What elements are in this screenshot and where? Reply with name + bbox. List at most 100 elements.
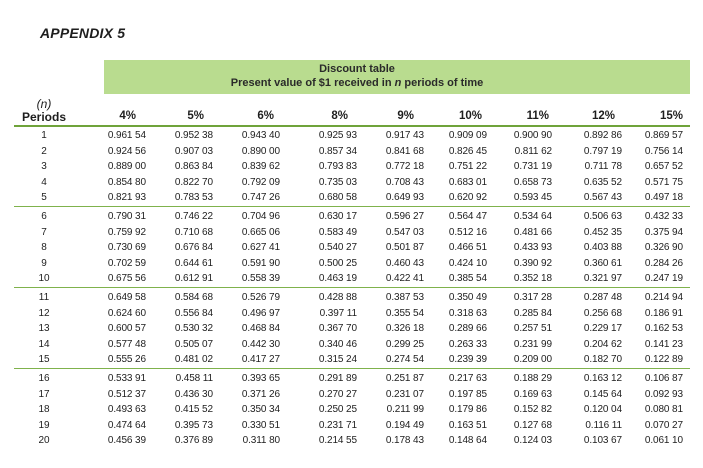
discount-value: 0.456 39 — [107, 435, 146, 446]
discount-value: 0.512 37 — [107, 388, 146, 400]
discount-value: 0.591 90 — [241, 257, 280, 269]
discount-value: 0.433 93 — [513, 242, 552, 253]
discount-value: 0.061 10 — [644, 435, 683, 446]
rate-header: 8% — [331, 110, 348, 122]
discount-value: 0.127 68 — [513, 419, 552, 431]
discount-value: 0.424 10 — [448, 257, 487, 269]
discount-value: 0.422 41 — [385, 273, 424, 284]
discount-value: 0.317 28 — [513, 292, 552, 303]
table-divider — [14, 206, 690, 207]
discount-value: 0.204 62 — [583, 338, 622, 350]
discount-value: 0.506 63 — [583, 211, 622, 222]
discount-value: 0.556 84 — [174, 307, 213, 319]
discount-value: 0.793 83 — [318, 161, 357, 172]
discount-value: 0.458 11 — [175, 373, 213, 384]
period-number: 15 — [38, 354, 50, 365]
discount-value: 0.231 71 — [318, 419, 357, 431]
discount-value: 0.194 49 — [385, 419, 424, 431]
discount-value: 0.321 97 — [583, 273, 622, 284]
discount-value: 0.547 03 — [385, 226, 424, 238]
discount-value: 0.567 43 — [583, 192, 622, 203]
discount-value: 0.620 92 — [448, 192, 487, 203]
discount-value: 0.375 94 — [644, 226, 683, 238]
discount-value: 0.854 80 — [107, 176, 146, 188]
discount-value: 0.505 07 — [174, 338, 213, 350]
discount-value: 0.496 97 — [241, 307, 280, 319]
discount-value: 0.250 25 — [318, 404, 357, 415]
discount-value: 0.251 87 — [385, 373, 424, 384]
period-number: 11 — [38, 292, 50, 303]
discount-value: 0.270 27 — [318, 388, 357, 400]
discount-value: 0.217 63 — [448, 373, 487, 384]
discount-value: 0.790 31 — [107, 211, 146, 222]
discount-value: 0.624 60 — [107, 307, 146, 319]
discount-value: 0.909 09 — [448, 130, 487, 141]
discount-value: 0.376 89 — [174, 435, 213, 446]
discount-value: 0.635 52 — [583, 176, 622, 188]
discount-value: 0.683 01 — [448, 176, 487, 188]
discount-value: 0.900 90 — [513, 130, 552, 141]
discount-value: 0.731 19 — [513, 161, 552, 172]
discount-value: 0.657 52 — [644, 161, 683, 172]
discount-value: 0.474 64 — [107, 419, 146, 431]
discount-value: 0.675 56 — [107, 273, 146, 284]
discount-value: 0.493 63 — [107, 404, 146, 415]
discount-value: 0.711 78 — [584, 161, 622, 172]
discount-value: 0.702 59 — [107, 257, 146, 269]
discount-value: 0.952 38 — [174, 130, 213, 141]
discount-value: 0.285 84 — [513, 307, 552, 319]
discount-value: 0.644 61 — [174, 257, 213, 269]
discount-value: 0.350 49 — [448, 292, 487, 303]
rate-header: 5% — [187, 110, 204, 122]
table-divider — [14, 368, 690, 369]
discount-value: 0.577 48 — [107, 338, 146, 350]
discount-value: 0.163 51 — [448, 419, 487, 431]
discount-value: 0.311 80 — [242, 435, 280, 446]
discount-value: 0.163 12 — [583, 373, 622, 384]
period-number: 20 — [38, 435, 50, 446]
discount-value: 0.432 33 — [644, 211, 683, 222]
discount-value: 0.186 91 — [644, 307, 683, 319]
discount-value: 0.387 53 — [385, 292, 424, 303]
discount-value: 0.162 53 — [644, 323, 683, 334]
discount-value: 0.145 64 — [583, 388, 622, 400]
period-number: 17 — [38, 388, 50, 400]
discount-value: 0.330 51 — [241, 419, 280, 431]
discount-value: 0.299 25 — [385, 338, 424, 350]
discount-value: 0.287 48 — [583, 292, 622, 303]
discount-value: 0.209 00 — [513, 354, 552, 365]
discount-value: 0.730 69 — [107, 242, 146, 253]
discount-value: 0.211 99 — [386, 404, 424, 415]
discount-value: 0.481 66 — [513, 226, 552, 238]
discount-value: 0.274 54 — [385, 354, 424, 365]
discount-value: 0.397 11 — [319, 307, 357, 319]
discount-value: 0.822 70 — [174, 176, 213, 188]
discount-value: 0.178 43 — [385, 435, 424, 446]
discount-value: 0.239 39 — [448, 354, 487, 365]
discount-value: 0.395 73 — [174, 419, 213, 431]
table-title: Discount table — [319, 63, 395, 75]
discount-value: 0.415 52 — [174, 404, 213, 415]
discount-value: 0.747 26 — [241, 192, 280, 203]
discount-value: 0.534 64 — [513, 211, 552, 222]
discount-value: 0.179 86 — [448, 404, 487, 415]
discount-value: 0.390 92 — [513, 257, 552, 269]
discount-value: 0.708 43 — [385, 176, 424, 188]
discount-value: 0.756 14 — [644, 145, 683, 157]
discount-value: 0.917 43 — [385, 130, 424, 141]
discount-value: 0.371 26 — [241, 388, 280, 400]
discount-value: 0.468 84 — [241, 323, 280, 334]
period-number: 1 — [41, 130, 47, 141]
discount-value: 0.360 61 — [583, 257, 622, 269]
table-banner: Discount table Present value of $1 recei… — [104, 60, 690, 94]
rate-header: 15% — [659, 110, 683, 122]
discount-value: 0.403 88 — [583, 242, 622, 253]
discount-value: 0.627 41 — [241, 242, 280, 253]
discount-value: 0.751 22 — [448, 161, 487, 172]
discount-value: 0.182 70 — [583, 354, 622, 365]
discount-value: 0.116 11 — [585, 419, 622, 431]
discount-value: 0.889 00 — [107, 161, 146, 172]
period-number: 9 — [41, 257, 47, 269]
period-number: 12 — [38, 307, 50, 319]
discount-value: 0.393 65 — [241, 373, 280, 384]
